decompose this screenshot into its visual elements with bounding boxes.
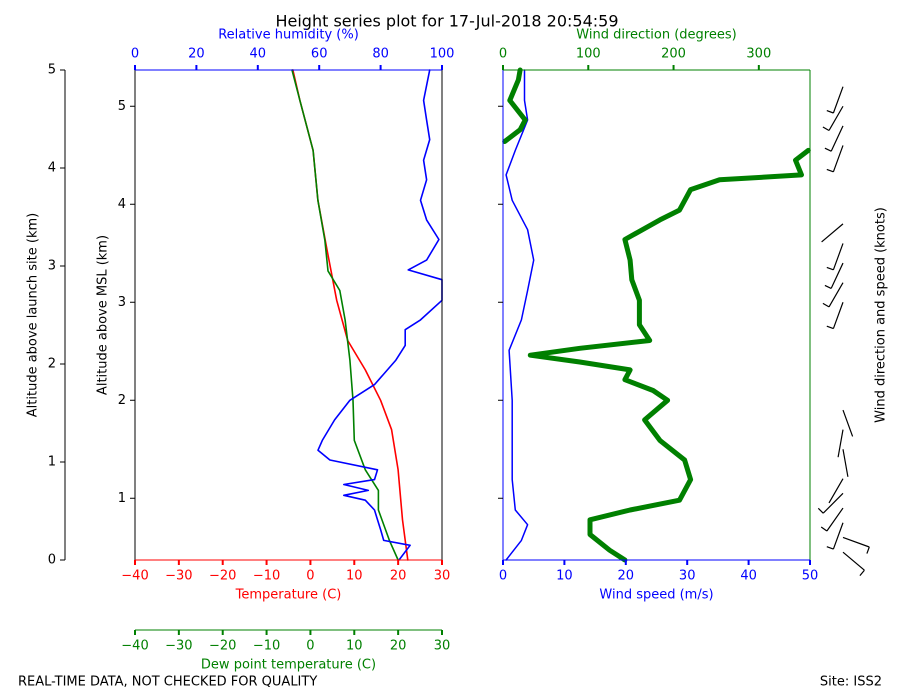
wind-barb bbox=[842, 409, 854, 437]
x-tick-label: 0 bbox=[306, 569, 314, 584]
x-tick-label: 20 bbox=[390, 569, 407, 584]
y-tick-label: 5 bbox=[118, 99, 126, 114]
x-tick-label: 200 bbox=[661, 47, 686, 62]
x-tick-label: 60 bbox=[311, 47, 328, 62]
y-tick-label: 3 bbox=[48, 259, 56, 274]
profile-line bbox=[505, 69, 535, 561]
y-tick-label: 2 bbox=[48, 357, 56, 372]
x-tick-label: −30 bbox=[165, 569, 192, 584]
wind-barb bbox=[822, 282, 844, 308]
wind-barb bbox=[826, 243, 844, 271]
site-label: Site: ISS2 bbox=[820, 675, 882, 690]
x-tick-label: 0 bbox=[499, 569, 507, 584]
y-tick-label: 0 bbox=[48, 553, 56, 568]
wind-barb bbox=[826, 86, 844, 114]
y-tick-label: 5 bbox=[48, 63, 56, 78]
wind-barb bbox=[824, 125, 844, 152]
axis-title: Altitude above launch site (km) bbox=[26, 213, 41, 417]
wind-barb bbox=[842, 536, 870, 554]
wind-barb bbox=[826, 522, 844, 550]
wind-barb bbox=[826, 302, 844, 330]
x-tick-label: 40 bbox=[740, 569, 757, 584]
x-tick-label: −40 bbox=[121, 639, 148, 654]
axis-title: Dew point temperature (C) bbox=[201, 658, 376, 673]
x-tick-label: 20 bbox=[188, 47, 205, 62]
x-tick-label: 0 bbox=[131, 47, 139, 62]
x-tick-label: 0 bbox=[499, 47, 507, 62]
x-tick-label: −10 bbox=[253, 569, 280, 584]
x-tick-label: 10 bbox=[556, 569, 573, 584]
x-tick-label: −20 bbox=[209, 639, 236, 654]
chart-title: Height series plot for 17-Jul-2018 20:54… bbox=[275, 12, 618, 31]
wind-barb bbox=[842, 551, 865, 576]
wind-barb bbox=[837, 429, 844, 458]
axis-title: Altitude above MSL (km) bbox=[96, 235, 111, 395]
y-tick-label: 1 bbox=[48, 455, 56, 470]
x-tick-label: 0 bbox=[306, 639, 314, 654]
x-tick-label: 30 bbox=[434, 639, 451, 654]
wind-barb bbox=[817, 492, 844, 514]
x-tick-label: −10 bbox=[253, 639, 280, 654]
axis-title: Temperature (C) bbox=[235, 588, 342, 603]
axis-title: Wind direction and speed (knots) bbox=[874, 207, 889, 423]
footer-note: REAL-TIME DATA, NOT CHECKED FOR QUALITY bbox=[18, 675, 317, 690]
wind-barb bbox=[821, 223, 844, 243]
x-tick-label: 10 bbox=[346, 639, 363, 654]
profile-line bbox=[502, 67, 811, 563]
profile-line bbox=[291, 69, 399, 561]
y-tick-label: 4 bbox=[48, 161, 56, 176]
y-tick-label: 1 bbox=[118, 491, 126, 506]
axis-title: Wind direction (degrees) bbox=[576, 28, 736, 43]
x-tick-label: 100 bbox=[430, 47, 455, 62]
profile-line bbox=[317, 69, 443, 561]
y-tick-label: 3 bbox=[118, 295, 126, 310]
x-tick-label: 40 bbox=[250, 47, 267, 62]
x-tick-label: 20 bbox=[618, 569, 635, 584]
x-tick-label: −30 bbox=[165, 639, 192, 654]
wind-barb bbox=[842, 449, 849, 477]
x-tick-label: 10 bbox=[346, 569, 363, 584]
wind-barb bbox=[826, 145, 844, 173]
x-tick-label: 50 bbox=[802, 569, 819, 584]
x-tick-label: −40 bbox=[121, 569, 148, 584]
wind-barb bbox=[828, 478, 844, 504]
x-tick-label: −20 bbox=[209, 569, 236, 584]
x-tick-label: 100 bbox=[576, 47, 601, 62]
wind-barb bbox=[824, 262, 844, 289]
x-tick-label: 300 bbox=[746, 47, 771, 62]
x-tick-label: 30 bbox=[434, 569, 451, 584]
y-tick-label: 4 bbox=[118, 197, 126, 212]
x-tick-label: 20 bbox=[390, 639, 407, 654]
wind-barb bbox=[820, 507, 844, 532]
x-tick-label: 80 bbox=[372, 47, 389, 62]
wind-barb bbox=[822, 105, 844, 132]
x-tick-label: 30 bbox=[679, 569, 696, 584]
y-tick-label: 2 bbox=[118, 393, 126, 408]
axis-title: Relative humidity (%) bbox=[218, 28, 359, 43]
axis-title: Wind speed (m/s) bbox=[599, 588, 713, 603]
